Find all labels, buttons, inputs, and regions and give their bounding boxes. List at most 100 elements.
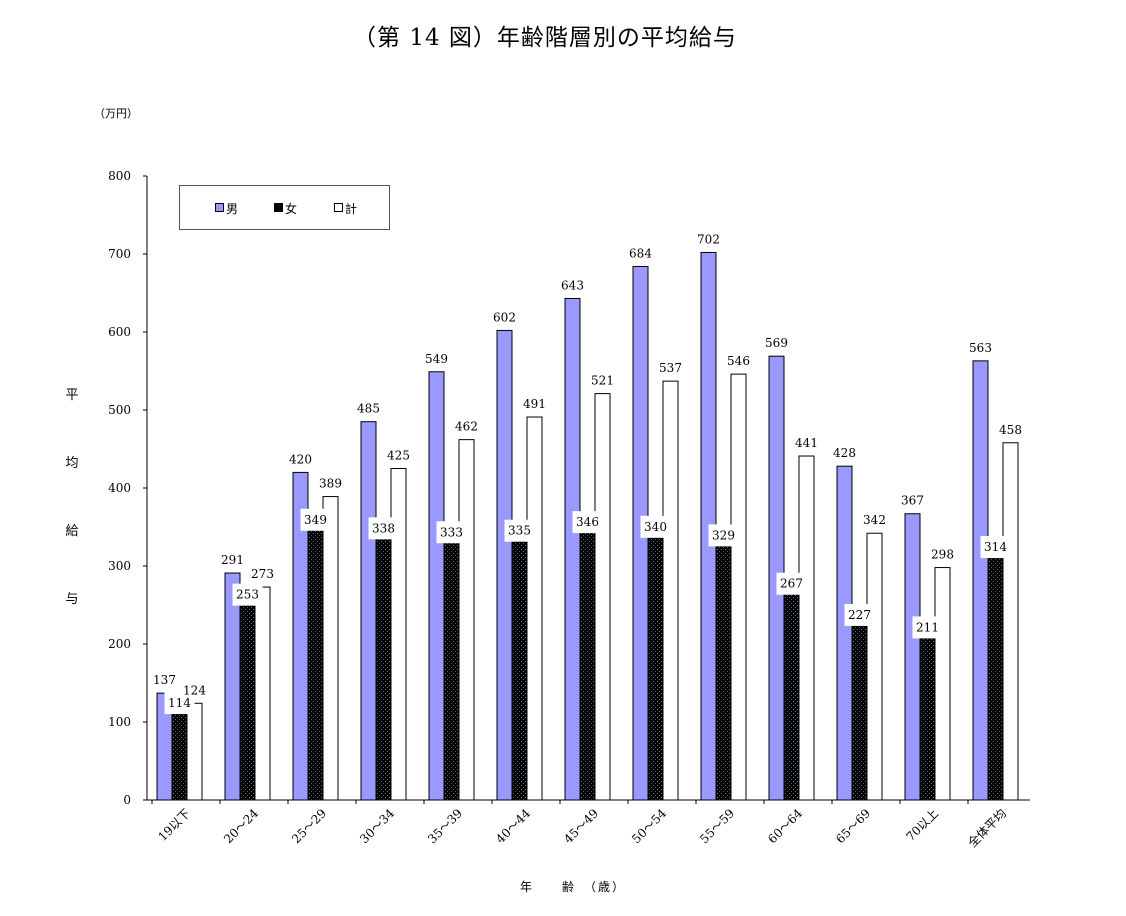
data-label-total: 462 (455, 420, 478, 434)
x-tick-label: 30～34 (357, 806, 397, 846)
y-tick-label: 100 (108, 715, 131, 729)
data-label-female: 335 (508, 524, 531, 538)
data-label-box-female (844, 603, 875, 626)
bar-female (511, 538, 528, 801)
data-label-total: 546 (727, 354, 750, 368)
y-tick-label: 800 (108, 169, 131, 183)
x-tick-label: 60～64 (765, 806, 805, 846)
data-label-box-female (436, 521, 467, 544)
data-label-box-female (912, 616, 943, 639)
bar-total (322, 496, 339, 801)
y-tick-label: 600 (108, 325, 131, 339)
bar-male (972, 360, 989, 801)
bar-total (1002, 442, 1019, 801)
data-label-female: 253 (236, 588, 259, 602)
data-label-box-female (368, 517, 399, 540)
data-label-male: 428 (833, 446, 856, 460)
data-label-female: 349 (304, 513, 327, 527)
y-axis-label-char-4: 与 (65, 592, 79, 607)
bar-male (360, 421, 377, 801)
bar-total (934, 567, 951, 801)
data-label-female: 227 (848, 608, 871, 622)
chart-title: （第 14 図）年齢階層別の平均給与 (353, 25, 737, 51)
bar-female (239, 602, 256, 801)
data-label-total: 389 (319, 477, 342, 491)
legend-item-male: 男 (215, 200, 238, 217)
data-label-total: 124 (183, 683, 206, 697)
data-label-total: 521 (591, 374, 614, 388)
x-tick-label: 35～39 (425, 806, 465, 846)
data-label-box-female (504, 519, 535, 542)
bar-female (647, 534, 664, 801)
legend: 男 女 計 (179, 185, 390, 230)
bar-total (594, 393, 611, 801)
data-label-box-female (980, 536, 1011, 559)
x-tick-label: 65～69 (833, 806, 873, 846)
legend-label-male: 男 (226, 202, 239, 216)
bar-male (224, 572, 241, 801)
data-label-box-female (776, 572, 807, 595)
data-label-box-female (708, 524, 739, 547)
bar-male (564, 297, 581, 801)
y-axis-label-char-1: 平 (65, 388, 79, 403)
bar-female (783, 591, 800, 801)
bar-female (375, 535, 392, 801)
data-label-male: 702 (697, 232, 720, 246)
bar-male (496, 329, 513, 801)
y-tick-label: 200 (108, 637, 131, 651)
data-label-male: 643 (561, 278, 584, 292)
bar-female (579, 529, 596, 801)
data-label-total: 273 (251, 567, 274, 581)
data-label-male: 602 (493, 310, 516, 324)
data-label-male: 137 (153, 673, 176, 687)
y-tick-label: 700 (108, 247, 131, 261)
data-label-female: 329 (712, 528, 735, 542)
y-axis-label: 平 均 給 与 (64, 362, 80, 634)
legend-label-female: 女 (285, 202, 298, 216)
data-label-female: 211 (916, 620, 939, 634)
legend-swatch-total (334, 203, 343, 212)
data-label-box-female (164, 692, 195, 715)
data-label-male: 569 (765, 336, 788, 350)
legend-item-total: 計 (334, 200, 357, 217)
data-label-box-female (640, 515, 671, 538)
legend-label-total: 計 (345, 202, 358, 216)
bar-total (390, 468, 407, 801)
legend-swatch-male (215, 203, 224, 212)
y-tick-label: 400 (108, 481, 131, 495)
bar-female (171, 710, 188, 801)
x-tick-label: 20～24 (221, 806, 261, 846)
data-label-box-female (232, 583, 263, 606)
data-label-female: 338 (372, 521, 395, 535)
data-label-female: 333 (440, 525, 463, 539)
bar-total (866, 532, 883, 801)
data-label-male: 563 (969, 341, 992, 355)
bar-total (798, 455, 815, 801)
data-label-total: 298 (931, 548, 954, 562)
data-label-total: 425 (387, 449, 410, 463)
data-label-total: 342 (863, 513, 886, 527)
x-tick-label: 全体平均 (965, 806, 1010, 851)
y-tick-label: 0 (123, 793, 131, 807)
data-label-female: 267 (780, 577, 803, 591)
bar-female (307, 527, 324, 801)
data-label-female: 114 (168, 696, 191, 710)
x-tick-label: 70以上 (903, 806, 941, 844)
bar-total (458, 439, 475, 801)
data-label-box-female (572, 511, 603, 534)
y-axis-label-char-3: 給 (65, 524, 79, 539)
x-tick-label: 50～54 (629, 806, 669, 846)
bar-total (662, 380, 679, 801)
bar-male (836, 465, 853, 801)
bar-female (851, 622, 868, 801)
data-label-total: 537 (659, 361, 682, 375)
data-label-female: 346 (576, 515, 599, 529)
unit-label: （万円） (94, 107, 138, 120)
data-label-male: 420 (289, 452, 312, 466)
x-tick-label: 25～29 (289, 806, 329, 846)
x-tick-label: 55～59 (697, 806, 737, 846)
data-label-total: 441 (795, 436, 818, 450)
bar-female (987, 554, 1004, 801)
